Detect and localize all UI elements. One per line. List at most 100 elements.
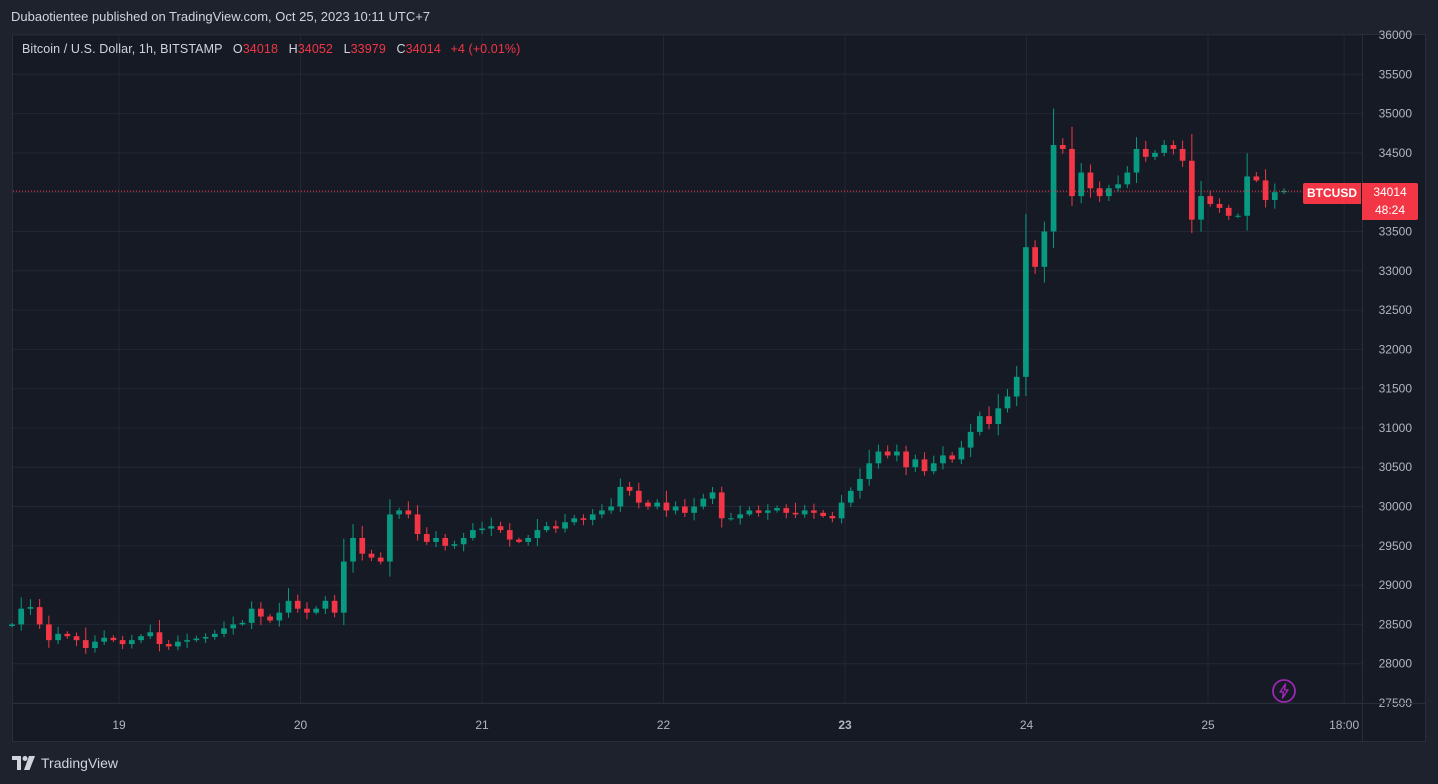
y-tick-label: 32500 (1379, 303, 1413, 317)
candle-body (562, 522, 568, 529)
high-value: 34052 (297, 42, 333, 56)
close-label: C (396, 42, 406, 56)
x-tick-label: 21 (475, 718, 489, 732)
candle-body (470, 530, 476, 538)
candle-body (820, 512, 826, 516)
candle-body (377, 557, 384, 562)
low-value: 33979 (350, 42, 386, 56)
candle-body (875, 451, 882, 464)
candle-body (1142, 148, 1149, 157)
candle-body (46, 624, 52, 641)
candle-body (792, 512, 799, 515)
candle-body (1050, 145, 1057, 232)
y-tick-label: 33500 (1379, 224, 1413, 238)
candle-body (755, 510, 762, 513)
candle-body (92, 641, 98, 648)
candle-body (506, 530, 513, 540)
candle-body (340, 561, 347, 613)
candle-body (847, 490, 854, 503)
candle-body (976, 416, 983, 432)
candle-body (949, 455, 956, 460)
candle-body (184, 640, 190, 642)
candle-body (516, 539, 522, 542)
open-label: O (232, 42, 243, 56)
candle-body (1170, 145, 1177, 149)
candle-body (55, 633, 61, 641)
y-tick-label: 30500 (1379, 460, 1413, 474)
y-tick-label: 34500 (1379, 146, 1413, 160)
candle-body (663, 502, 670, 511)
x-tick-label: 22 (657, 718, 671, 732)
candle-body (589, 514, 596, 520)
candle-body (1041, 231, 1048, 267)
candle-body (488, 526, 495, 529)
candle-body (682, 506, 688, 513)
candle-body (36, 607, 43, 625)
y-tick-label: 31000 (1379, 421, 1413, 435)
candle-body (1216, 203, 1223, 208)
publish-header: Dubaotientee published on TradingView.co… (0, 0, 1438, 34)
candle-body (396, 510, 402, 515)
candle-body (276, 612, 283, 621)
candle-body (737, 514, 744, 519)
candle-body (165, 644, 172, 647)
open-value: 34018 (242, 42, 278, 56)
high-label: H (288, 42, 298, 56)
candle-body (866, 463, 873, 480)
candle-body (672, 506, 679, 511)
candle-body (580, 518, 587, 520)
candle-body (635, 490, 642, 503)
candle-body (230, 624, 237, 629)
candle-body (1161, 145, 1168, 153)
candle-body (691, 506, 697, 513)
candle-body (1013, 376, 1020, 397)
candle-body (202, 636, 209, 639)
tradingview-logo-icon (12, 756, 36, 770)
candle-body (1188, 160, 1195, 220)
candle-body (128, 640, 135, 645)
candle-body (1096, 188, 1103, 197)
brand-name: TradingView (41, 755, 119, 771)
candle-body (552, 526, 559, 529)
candle-body (442, 537, 449, 546)
candle-body (1179, 148, 1186, 161)
candle-body (211, 633, 218, 637)
candle-body (700, 498, 707, 507)
candle-body (433, 537, 439, 542)
low-label: L (343, 42, 351, 56)
candle-body (1106, 188, 1112, 197)
y-tick-label: 31500 (1379, 382, 1413, 396)
candle-body (304, 608, 310, 613)
candle-body (1087, 172, 1094, 189)
candle-body (285, 600, 292, 613)
candle-body (1198, 196, 1204, 220)
candle-body (350, 537, 356, 562)
candle-body (709, 492, 716, 499)
candle-body (599, 510, 605, 515)
candle-body (1059, 145, 1066, 149)
candle-body (1115, 184, 1121, 189)
candle-body (829, 515, 836, 519)
last-price-value: 34014 (1373, 185, 1407, 199)
candle-body (138, 636, 144, 641)
candle-body (294, 600, 301, 609)
candle-body (248, 608, 255, 623)
candle-body (617, 486, 624, 507)
symbol-title: Bitcoin / U.S. Dollar, 1h, BITSTAMP (22, 42, 223, 56)
ohlc-legend: Bitcoin / U.S. Dollar, 1h, BITSTAMP O340… (22, 42, 520, 56)
candle-body (958, 447, 965, 460)
x-tick-label: 23 (838, 718, 852, 732)
candle-body (497, 526, 504, 531)
lightning-icon[interactable] (1272, 679, 1296, 703)
y-tick-label: 29500 (1379, 539, 1413, 553)
candle-body (884, 451, 891, 456)
symbol-price-tag: BTCUSD (1303, 183, 1361, 204)
candle-body (811, 510, 817, 513)
y-tick-label: 28500 (1379, 617, 1413, 631)
footer-branding[interactable]: TradingView (12, 752, 118, 774)
candle-body (73, 636, 80, 641)
candle-body (1069, 148, 1075, 197)
candle-body (82, 640, 89, 648)
y-tick-label: 36000 (1379, 28, 1413, 42)
